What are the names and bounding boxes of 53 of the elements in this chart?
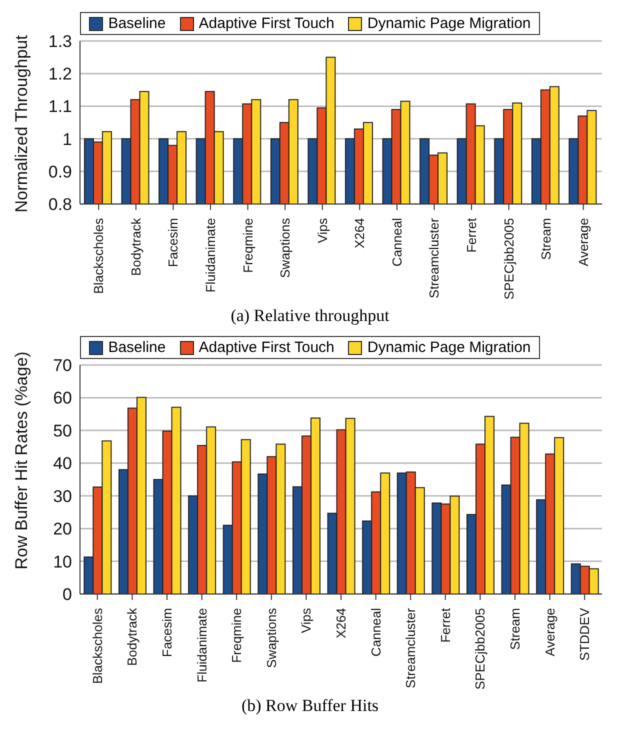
x-tick-label: Stream [508,608,522,650]
x-tick-label: Average [576,218,591,266]
y-tick-label: 70 [53,356,72,376]
y-tick-label: 10 [53,552,72,572]
x-tick-label: X264 [352,218,368,248]
x-tick-label: Freqmine [240,218,256,273]
x-tick-label: Facesim [160,608,174,658]
text: (a) Relative throughput [230,306,390,326]
x-tick-label: Blackscholes [90,608,105,684]
x-tick-label: Blackscholes [91,218,106,294]
x-tick-label: Bodytrack [124,608,140,666]
legend-label: Dynamic Page Migration [367,339,531,356]
x-tick-label: Vips [314,218,330,244]
y-tick-label: 40 [53,454,72,474]
x-tick-label: Ferret [438,608,453,643]
y-tick-label: 1 [62,130,72,149]
x-tick-label: STDDEV [577,608,592,661]
x-tick-label: Swaptions [264,608,279,668]
x-tick-label: Stream [538,218,554,260]
y-tick-label: 0 [62,585,72,604]
y-tick-label: 1.1 [48,97,72,116]
y-tick-label: 60 [53,388,72,408]
y-tick-label: 0.9 [48,162,72,182]
x-tick-label: Fluidanimate [203,218,218,292]
x-tick-label: Swaptions [278,218,293,278]
x-tick-label: Canneal [389,218,404,266]
y-tick-label: 0.8 [48,195,72,214]
x-tick-label: Average [542,608,558,656]
legend-label: Dynamic Page Migration [367,15,531,32]
x-tick-label: Fluidanimate [194,608,210,682]
x-tick-label: Bodytrack [128,218,144,276]
x-tick-label: X264 [334,608,348,638]
legend-label: Adaptive First Touch [198,15,334,32]
y-tick-label: 50 [53,421,72,440]
x-tick-label: Streamcluster [426,217,442,298]
y-tick-label: 20 [53,520,72,539]
legend-label: Baseline [108,339,166,356]
x-tick-label: SPECjbb2005 [472,608,488,690]
x-tick-label: SPECjbb2005 [501,218,516,300]
y-tick-label: 1.2 [48,64,72,84]
y-tick-label: 30 [53,486,72,506]
x-tick-label: Facesim [166,218,181,268]
text: (b) Row Buffer Hits [240,696,380,716]
y-axis-title: Row Buffer Hit Rates (%age) [12,352,32,570]
x-tick-label: Ferret [464,218,479,253]
x-tick-label: Vips [298,608,314,634]
y-tick-label: 1.3 [48,32,72,52]
x-tick-label: Freqmine [229,608,244,663]
y-axis-title: Normalized Throughput [12,34,32,212]
x-tick-label: Streamcluster [403,607,418,688]
legend-label: Baseline [108,15,166,32]
x-tick-label: Canneal [368,608,384,656]
legend-label: Adaptive First Touch [198,339,334,356]
